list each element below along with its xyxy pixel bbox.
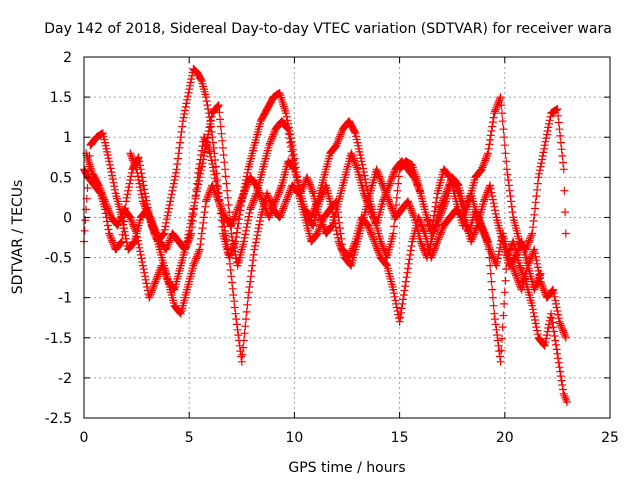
chart-title: Day 142 of 2018, Sidereal Day-to-day VTE… [44, 21, 612, 37]
y-tick-label: 0.5 [50, 170, 72, 186]
y-tick-label: -1.5 [45, 331, 72, 347]
series-markers [80, 65, 571, 406]
y-tick-label: -1 [58, 291, 72, 307]
x-tick-label: 10 [285, 430, 303, 446]
x-tick-label: 5 [185, 430, 194, 446]
x-tick-label: 25 [601, 430, 619, 446]
axis-ticks [83, 56, 611, 419]
x-tick-label: 20 [496, 430, 514, 446]
y-tick-label: -2.5 [45, 411, 72, 427]
y-tick-label: 0 [63, 210, 72, 226]
x-tick-label: 15 [391, 430, 409, 446]
y-tick-label: 1 [63, 130, 72, 146]
y-tick-label: -2 [58, 371, 72, 387]
y-tick-labels: -2.5 -2 -1.5 -1 -0.5 0 0.5 1 1.5 2 [45, 50, 72, 427]
y-axis-title: SDTVAR / TECUs [10, 180, 26, 295]
plot-frame [83, 56, 611, 419]
y-tick-label: -0.5 [45, 251, 72, 267]
x-tick-labels: 0 5 10 15 20 25 [80, 430, 619, 446]
y-tick-label: 2 [63, 50, 72, 66]
y-tick-label: 1.5 [50, 90, 72, 106]
data-points [80, 65, 571, 406]
x-tick-label: 0 [80, 430, 89, 446]
x-axis-title: GPS time / hours [288, 460, 405, 476]
